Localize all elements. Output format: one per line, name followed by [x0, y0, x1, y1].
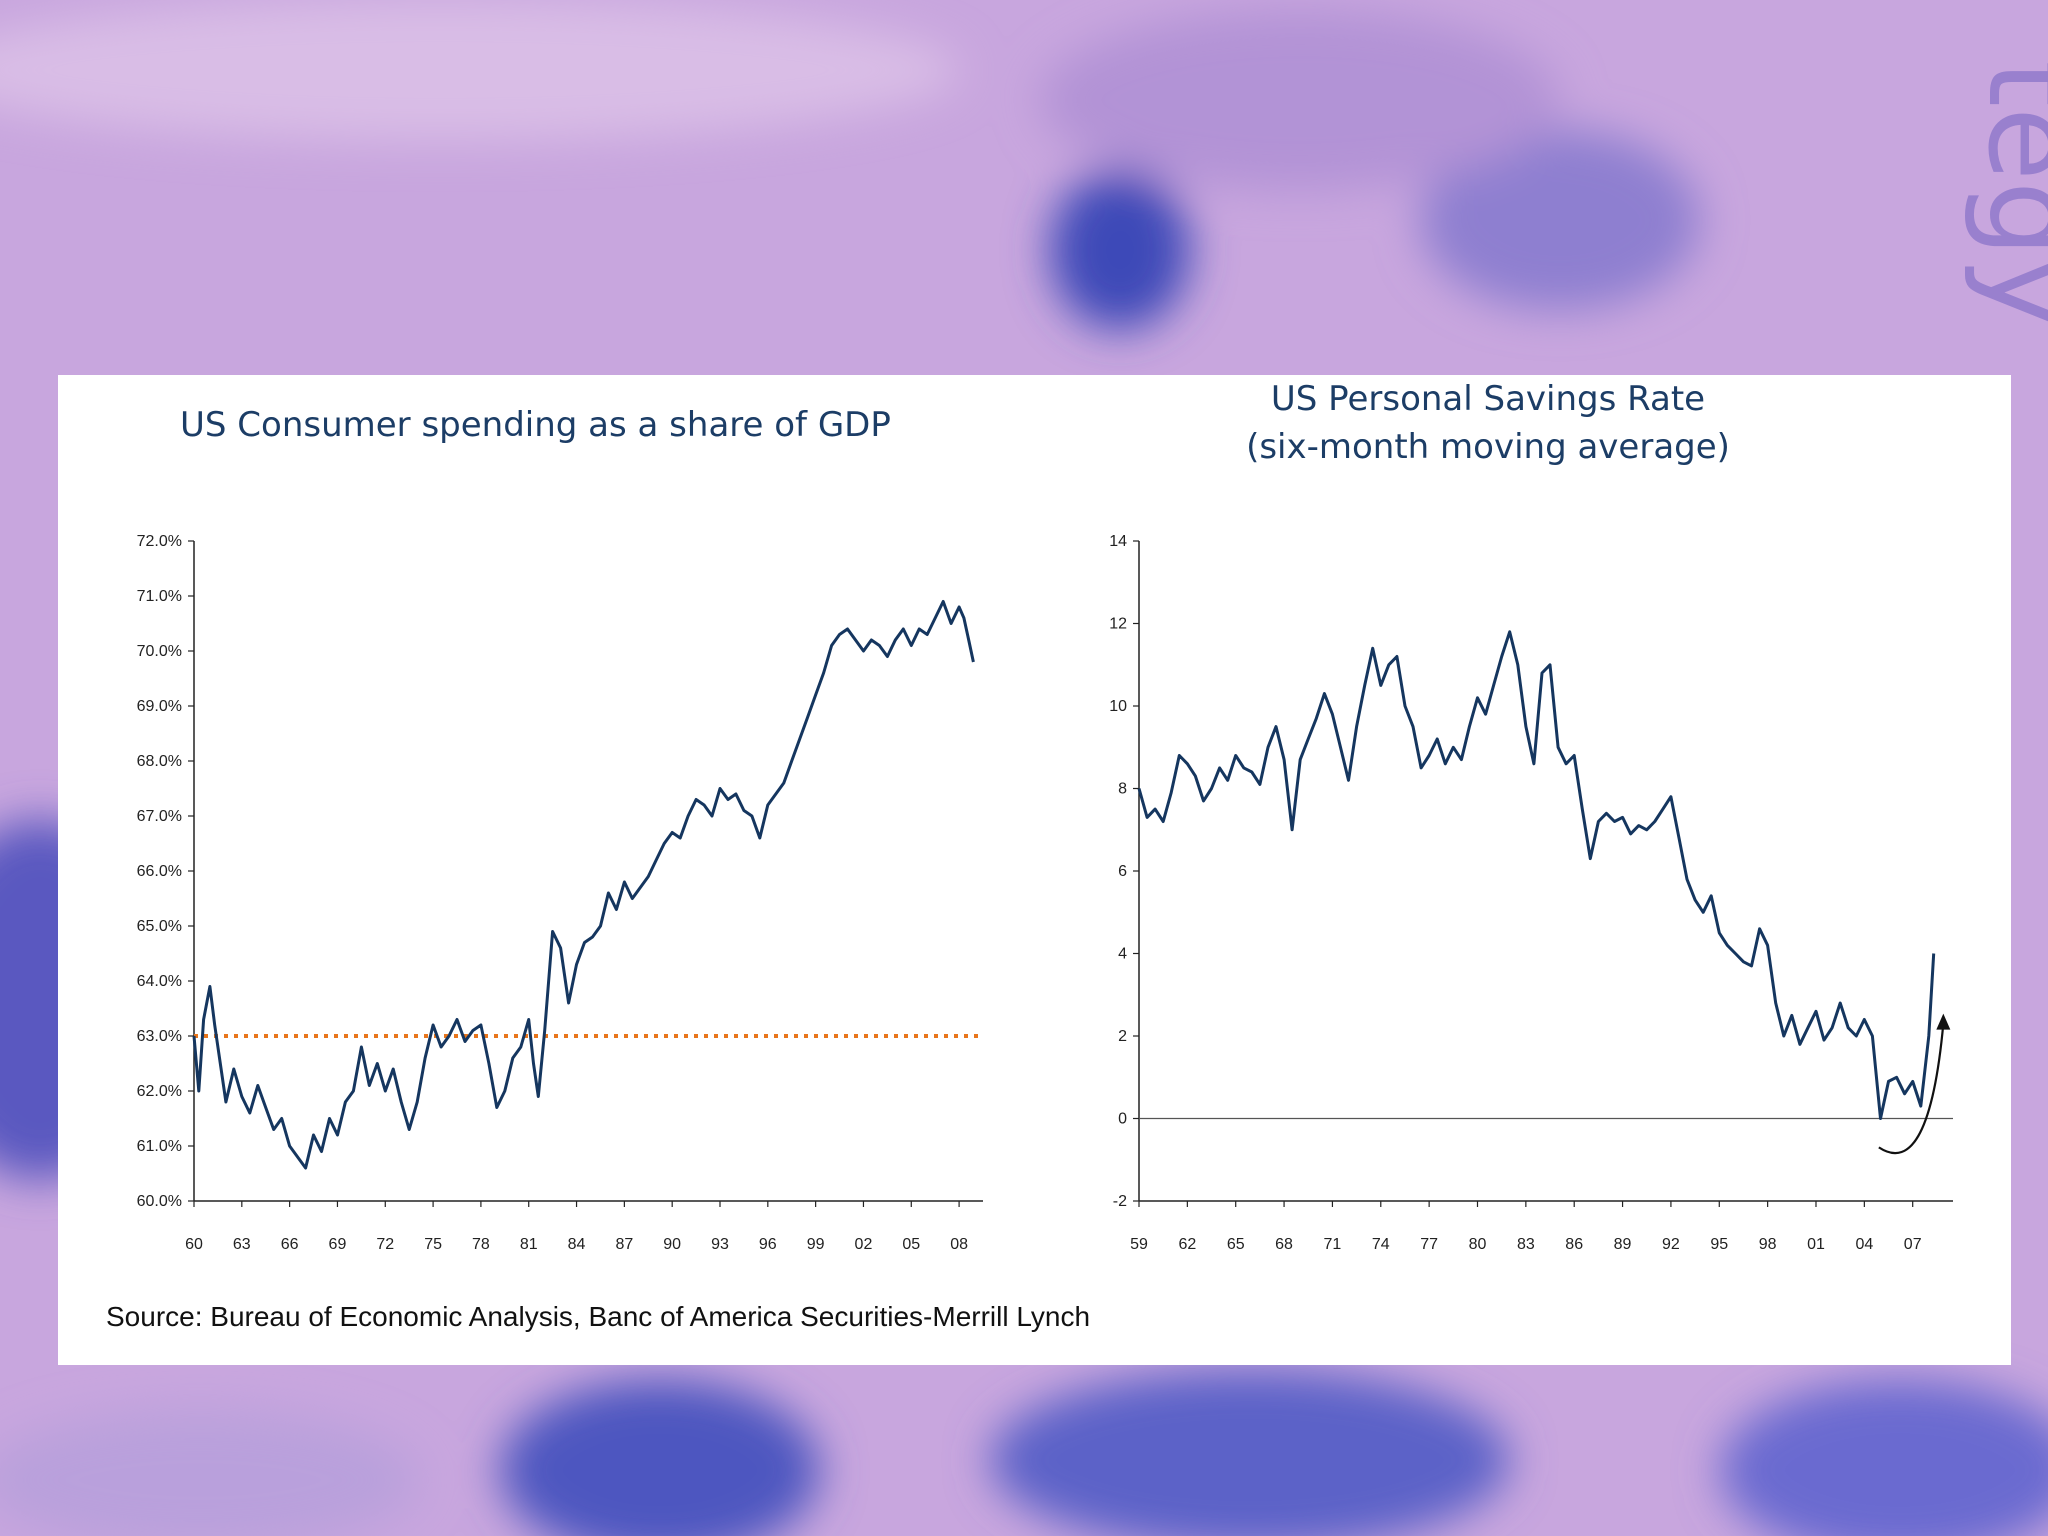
- right-chart-x-tick-label: 04: [1855, 1236, 1873, 1253]
- right-chart-x-tick-label: 65: [1227, 1236, 1245, 1253]
- right-chart-title: US Personal Savings Rate: [1270, 379, 1706, 419]
- right-chart-arrow-head: [1936, 1013, 1951, 1030]
- right-chart-x-tick-label: 68: [1275, 1236, 1293, 1253]
- right-chart-x-tick-label: 77: [1420, 1236, 1438, 1253]
- left-chart-y-tick-label: 62.0%: [137, 1083, 182, 1100]
- right-chart-x-tick-label: 92: [1662, 1236, 1680, 1253]
- left-chart-x-tick-label: 87: [615, 1236, 633, 1253]
- left-chart-series-line: [192, 600, 975, 1170]
- left-chart-x-tick-label: 69: [329, 1236, 347, 1253]
- right-chart-x-tick-label: 74: [1372, 1236, 1390, 1253]
- left-chart-x-tick-label: 66: [281, 1236, 299, 1253]
- right-chart-y-tick-label: 8: [1118, 781, 1127, 798]
- right-chart-subtitle: (six-month moving average): [1246, 427, 1730, 467]
- left-chart-y-tick-label: 68.0%: [137, 753, 182, 770]
- left-chart-x-tick-label: 93: [711, 1236, 729, 1253]
- left-chart-x-tick-label: 63: [233, 1236, 251, 1253]
- right-chart-y-tick-label: 12: [1109, 616, 1127, 633]
- left-chart-x-tick-label: 75: [424, 1236, 442, 1253]
- left-chart-y-tick-label: 63.0%: [137, 1028, 182, 1045]
- left-chart-y-tick-label: 60.0%: [137, 1193, 182, 1210]
- left-chart-y-tick-label: 66.0%: [137, 863, 182, 880]
- right-chart-x-tick-label: 07: [1904, 1236, 1922, 1253]
- right-chart-x-tick-label: 83: [1517, 1236, 1535, 1253]
- right-chart-y-tick-label: 6: [1118, 863, 1127, 880]
- left-chart-y-tick-label: 67.0%: [137, 808, 182, 825]
- left-chart-y-tick-label: 64.0%: [137, 973, 182, 990]
- right-chart-y-tick-label: 10: [1109, 698, 1127, 715]
- right-chart-y-tick-label: 14: [1109, 533, 1127, 550]
- left-chart-y-tick-label: 69.0%: [137, 698, 182, 715]
- source-note: Source: Bureau of Economic Analysis, Ban…: [106, 1301, 1091, 1332]
- right-chart-y-tick-label: 2: [1118, 1028, 1127, 1045]
- right-chart-x-tick-label: 01: [1807, 1236, 1825, 1253]
- right-chart-y-tick-label: 0: [1118, 1111, 1127, 1128]
- right-chart-x-tick-label: 98: [1759, 1236, 1777, 1253]
- left-chart-x-tick-label: 90: [663, 1236, 681, 1253]
- left-chart-y-tick-label: 65.0%: [137, 918, 182, 935]
- right-chart-y-tick-label: -2: [1113, 1193, 1127, 1210]
- left-chart-x-tick-label: 81: [520, 1236, 538, 1253]
- consumer-spending-chart: 60.0% 61.0% 62.0% 63.0% 64.0% 65.0% 66.0% 67.0%…: [137, 533, 983, 1253]
- left-chart-x-tick-label: 60: [185, 1236, 203, 1253]
- background-text: tegy: [1961, 60, 2048, 328]
- right-chart-x-tick-label: 95: [1710, 1236, 1728, 1253]
- right-chart-x-tick-label: 62: [1178, 1236, 1196, 1253]
- left-chart-x-tick-label: 99: [807, 1236, 825, 1253]
- left-chart-y-tick-label: 70.0%: [137, 643, 182, 660]
- left-chart-y-tick-label: 72.0%: [137, 533, 182, 550]
- left-chart-x-tick-label: 96: [759, 1236, 777, 1253]
- left-chart-y-tick-label: 61.0%: [137, 1138, 182, 1155]
- left-chart-x-tick-label: 08: [950, 1236, 968, 1253]
- right-chart-annotation-arrow: [1878, 1023, 1945, 1155]
- right-chart-series-line: [1137, 630, 1936, 1120]
- left-chart-x-tick-label: 84: [568, 1236, 586, 1253]
- right-chart-x-tick-label: 89: [1614, 1236, 1632, 1253]
- left-chart-x-tick-label: 02: [855, 1236, 873, 1253]
- right-chart-y-tick-label: 4: [1118, 946, 1127, 963]
- right-chart-x-tick-label: 59: [1130, 1236, 1148, 1253]
- right-chart-x-tick-label: 71: [1324, 1236, 1342, 1253]
- right-chart-x-tick-label: 86: [1565, 1236, 1583, 1253]
- left-chart-y-tick-label: 71.0%: [137, 588, 182, 605]
- right-chart-x-tick-label: 80: [1469, 1236, 1487, 1253]
- left-chart-x-tick-label: 05: [902, 1236, 920, 1253]
- left-chart-x-tick-label: 78: [472, 1236, 490, 1253]
- left-chart-x-tick-label: 72: [376, 1236, 394, 1253]
- chart-panel: US Consumer spending as a share of GDP U…: [58, 375, 2011, 1365]
